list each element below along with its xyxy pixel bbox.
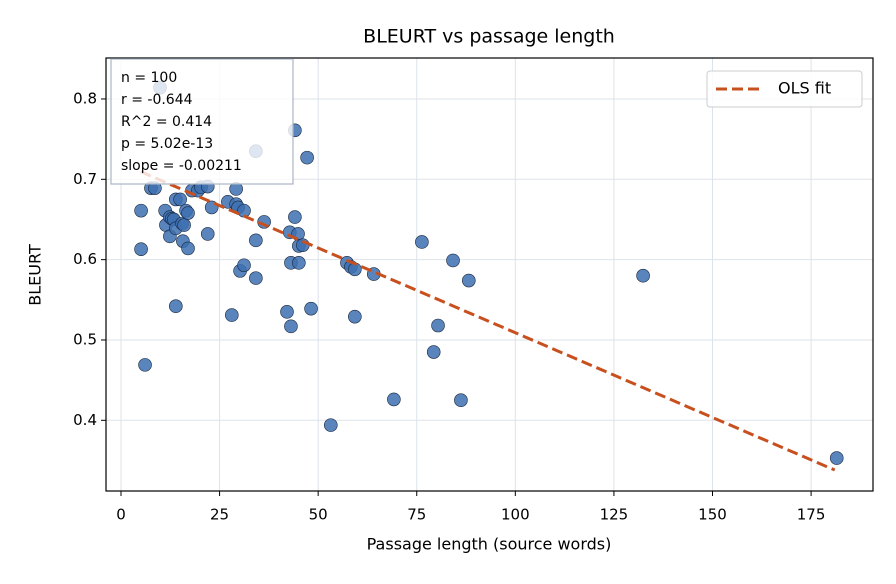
scatter-point <box>134 242 148 256</box>
x-tick-label: 100 <box>501 506 530 524</box>
scatter-point <box>446 253 460 268</box>
x-tick-label: 50 <box>309 506 328 524</box>
y-tick-label: 0.5 <box>73 330 97 348</box>
scatter-point <box>288 210 302 224</box>
stats-box: n = 100 r = -0.644 R^2 = 0.414 p = 5.02e-13… <box>110 58 294 185</box>
legend-box <box>706 70 863 108</box>
stats-line: r = -0.644 <box>121 92 193 108</box>
scatter-point <box>284 319 298 334</box>
y-axis-label: BLEURT <box>26 244 45 306</box>
y-tick-label: 0.8 <box>73 89 97 107</box>
scatter-point <box>138 358 152 372</box>
scatter-point <box>323 418 338 432</box>
scatter-point <box>177 218 191 232</box>
legend: OLS fit <box>706 70 863 108</box>
scatter-point <box>387 392 401 407</box>
scatter-point <box>280 305 294 319</box>
x-axis-label: Passage length (source words) <box>367 535 612 554</box>
x-tick-label: 150 <box>698 506 727 524</box>
x-tick-label: 25 <box>210 506 229 524</box>
scatter-point <box>134 203 148 218</box>
scatter-point <box>168 299 183 314</box>
stats-line: p = 5.02e-13 <box>121 136 213 152</box>
scatter-point <box>829 451 844 465</box>
scatter-point <box>461 273 476 288</box>
scatter-point <box>224 308 239 322</box>
y-tick-label: 0.7 <box>73 170 97 188</box>
scatter-point <box>454 393 468 408</box>
scatter-point <box>415 235 429 249</box>
scatter-point <box>636 268 650 283</box>
y-tick-label: 0.4 <box>73 411 97 429</box>
scatter-point <box>426 345 441 359</box>
x-tick-label: 125 <box>600 506 629 524</box>
scatter-point <box>249 233 263 248</box>
scatter-point <box>200 227 215 241</box>
scatter-point <box>292 256 306 270</box>
scatter-point <box>181 241 195 256</box>
scatter-point <box>249 271 263 285</box>
stats-line: slope = -0.00211 <box>121 158 242 174</box>
legend-label: OLS fit <box>778 79 831 98</box>
x-tick-label: 0 <box>116 506 126 524</box>
scatter-point <box>431 318 445 333</box>
chart-title: BLEURT vs passage length <box>363 26 615 48</box>
scatter-point <box>237 258 251 273</box>
plot-frame <box>105 57 874 492</box>
y-tick-label: 0.6 <box>73 250 97 268</box>
stats-line: R^2 = 0.414 <box>121 114 212 130</box>
scatter-point <box>173 192 187 207</box>
scatter-point <box>181 206 195 220</box>
x-tick-label: 75 <box>407 506 426 524</box>
scatter-point <box>300 150 314 165</box>
fit-line <box>140 170 836 472</box>
x-tick-label: 175 <box>797 506 826 524</box>
scatter-point <box>348 309 362 324</box>
stats-box-bg <box>110 58 294 185</box>
scatter-point <box>304 301 318 316</box>
stats-line: n = 100 <box>121 70 177 86</box>
